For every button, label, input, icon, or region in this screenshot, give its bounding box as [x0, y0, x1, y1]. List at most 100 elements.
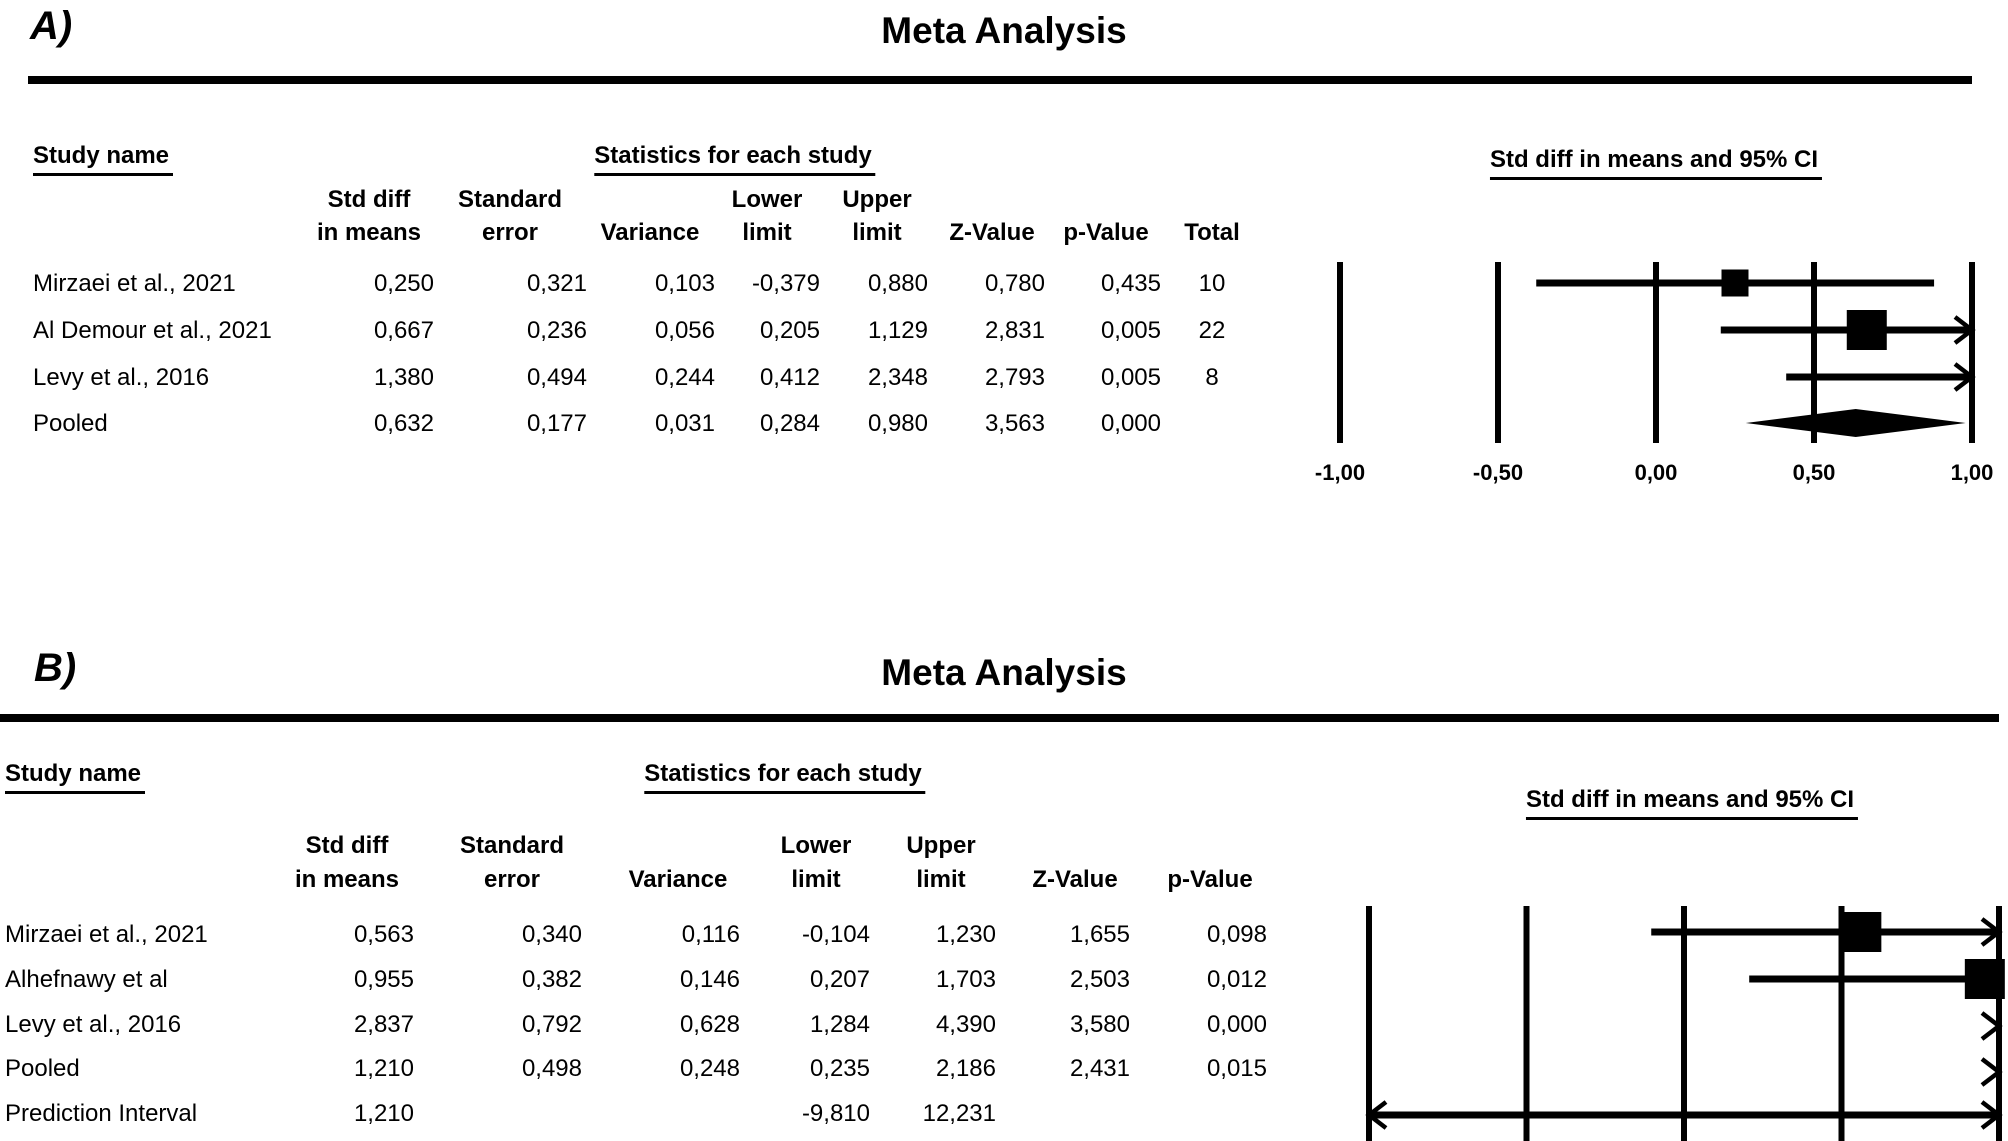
panel-a-rule — [28, 76, 1972, 84]
table-cell-std_diff: 0,667 — [373, 317, 434, 344]
panel-a-ci-header: Std diff in means and 95% CI — [1489, 146, 1823, 180]
panel-a-statistics-header: Statistics for each study — [594, 142, 876, 176]
table-cell-lower: 0,284 — [759, 410, 820, 437]
table-cell-std_diff: 0,250 — [373, 270, 434, 297]
column-header-z: Z-Value — [1032, 866, 1118, 893]
table-cell-z: 2,431 — [1069, 1055, 1130, 1082]
panel-a-label: A) — [30, 4, 73, 48]
table-cell-lower: 0,235 — [809, 1055, 870, 1082]
panel-a-title: Meta Analysis — [881, 10, 1127, 51]
effect-square — [1846, 310, 1887, 350]
table-cell-variance: 0,103 — [654, 270, 715, 297]
table-cell-std_err: 0,792 — [521, 1011, 582, 1038]
column-header-variance: Variance — [600, 219, 700, 246]
table-cell-p: 0,005 — [1100, 317, 1161, 344]
forest-plot-a — [1337, 262, 1976, 443]
ci-arrowhead — [1365, 1100, 1388, 1130]
table-cell-p: 0,015 — [1206, 1055, 1267, 1082]
table-cell-std_err: 0,494 — [526, 364, 587, 391]
axis-tick-label: -1,00 — [1314, 460, 1366, 485]
column-header-upper: limit — [852, 219, 902, 246]
column-header-upper: limit — [916, 866, 966, 893]
table-cell-variance: 0,146 — [679, 966, 740, 993]
table-cell-std_diff: 1,210 — [353, 1100, 414, 1127]
table-cell-std_diff: 2,837 — [353, 1011, 414, 1038]
table-cell-z: 2,831 — [984, 317, 1045, 344]
panel-b-study-name-header: Study name — [5, 760, 146, 794]
study-name-cell: Pooled — [5, 1055, 80, 1082]
effect-square — [1964, 959, 2005, 999]
table-cell-std_diff: 0,563 — [353, 921, 414, 948]
table-cell-std_err: 0,340 — [521, 921, 582, 948]
panel-b-statistics-header: Statistics for each study — [644, 760, 926, 794]
study-name-cell: Pooled — [33, 410, 108, 437]
panel-b-title: Meta Analysis — [881, 652, 1127, 693]
table-cell-upper: 0,980 — [867, 410, 928, 437]
column-header-lower: Lower — [780, 832, 852, 859]
ci-arrowhead — [1980, 1057, 2003, 1087]
column-header-std_diff: Std diff — [327, 186, 411, 213]
table-cell-lower: -9,810 — [801, 1100, 870, 1127]
column-header-variance: Variance — [628, 866, 728, 893]
column-header-z: Z-Value — [949, 219, 1035, 246]
table-cell-upper: 1,703 — [935, 966, 996, 993]
ci-arrowhead — [1980, 1011, 2003, 1041]
study-name-cell: Levy et al., 2016 — [33, 364, 210, 391]
table-cell-lower: -0,379 — [751, 270, 820, 297]
table-cell-total: 10 — [1198, 270, 1226, 297]
table-cell-variance: 0,248 — [679, 1055, 740, 1082]
table-cell-z: 2,503 — [1069, 966, 1130, 993]
forest-plot-b — [1365, 906, 2005, 1141]
table-cell-p: 0,000 — [1206, 1011, 1267, 1038]
study-name-cell: Levy et al., 2016 — [5, 1011, 182, 1038]
column-header-std_diff: in means — [294, 866, 400, 893]
column-header-lower: limit — [742, 219, 792, 246]
table-cell-total: 22 — [1198, 317, 1226, 344]
table-cell-z: 1,655 — [1069, 921, 1130, 948]
table-cell-lower: 0,207 — [809, 966, 870, 993]
table-cell-lower: 1,284 — [809, 1011, 870, 1038]
axis-tick-label: 1,00 — [1950, 460, 1994, 485]
table-cell-lower: 0,205 — [759, 317, 820, 344]
column-header-lower: limit — [791, 866, 841, 893]
table-cell-upper: 1,129 — [867, 317, 928, 344]
table-cell-upper: 4,390 — [935, 1011, 996, 1038]
table-cell-lower: -0,104 — [801, 921, 870, 948]
column-header-std_err: error — [481, 219, 539, 246]
ci-arrowhead — [1980, 917, 2003, 947]
column-header-p: p-Value — [1063, 219, 1149, 246]
table-cell-p: 0,098 — [1206, 921, 1267, 948]
table-cell-std_err: 0,236 — [526, 317, 587, 344]
study-name-cell: Alhefnawy et al — [5, 966, 168, 993]
table-cell-std_err: 0,177 — [526, 410, 587, 437]
table-cell-z: 2,793 — [984, 364, 1045, 391]
table-cell-variance: 0,244 — [654, 364, 715, 391]
study-name-cell: Mirzaei et al., 2021 — [5, 921, 208, 948]
column-header-upper: Upper — [906, 832, 976, 859]
table-cell-lower: 0,412 — [759, 364, 820, 391]
table-cell-upper: 12,231 — [922, 1100, 996, 1127]
table-cell-variance: 0,031 — [654, 410, 715, 437]
table-cell-p: 0,005 — [1100, 364, 1161, 391]
study-name-cell: Mirzaei et al., 2021 — [33, 270, 236, 297]
table-cell-std_diff: 0,632 — [373, 410, 434, 437]
study-name-cell: Al Demour et al., 2021 — [33, 317, 272, 344]
column-header-upper: Upper — [842, 186, 912, 213]
table-cell-std_err: 0,321 — [526, 270, 587, 297]
table-cell-upper: 2,186 — [935, 1055, 996, 1082]
column-header-std_err: error — [483, 866, 541, 893]
table-cell-p: 0,012 — [1206, 966, 1267, 993]
table-cell-variance: 0,116 — [681, 921, 740, 948]
table-cell-std_diff: 1,380 — [373, 364, 434, 391]
pooled-diamond — [1745, 409, 1966, 437]
ci-arrowhead — [1980, 1100, 2003, 1130]
panel-b-ci-header: Std diff in means and 95% CI — [1525, 786, 1859, 820]
table-cell-std_err: 0,382 — [521, 966, 582, 993]
column-header-std_diff: Std diff — [305, 832, 389, 859]
axis-tick-label: 0,00 — [1634, 460, 1678, 485]
column-header-std_err: Standard — [459, 832, 564, 859]
effect-square — [1721, 269, 1749, 297]
table-cell-z: 0,780 — [984, 270, 1045, 297]
table-cell-total: 8 — [1205, 364, 1219, 391]
